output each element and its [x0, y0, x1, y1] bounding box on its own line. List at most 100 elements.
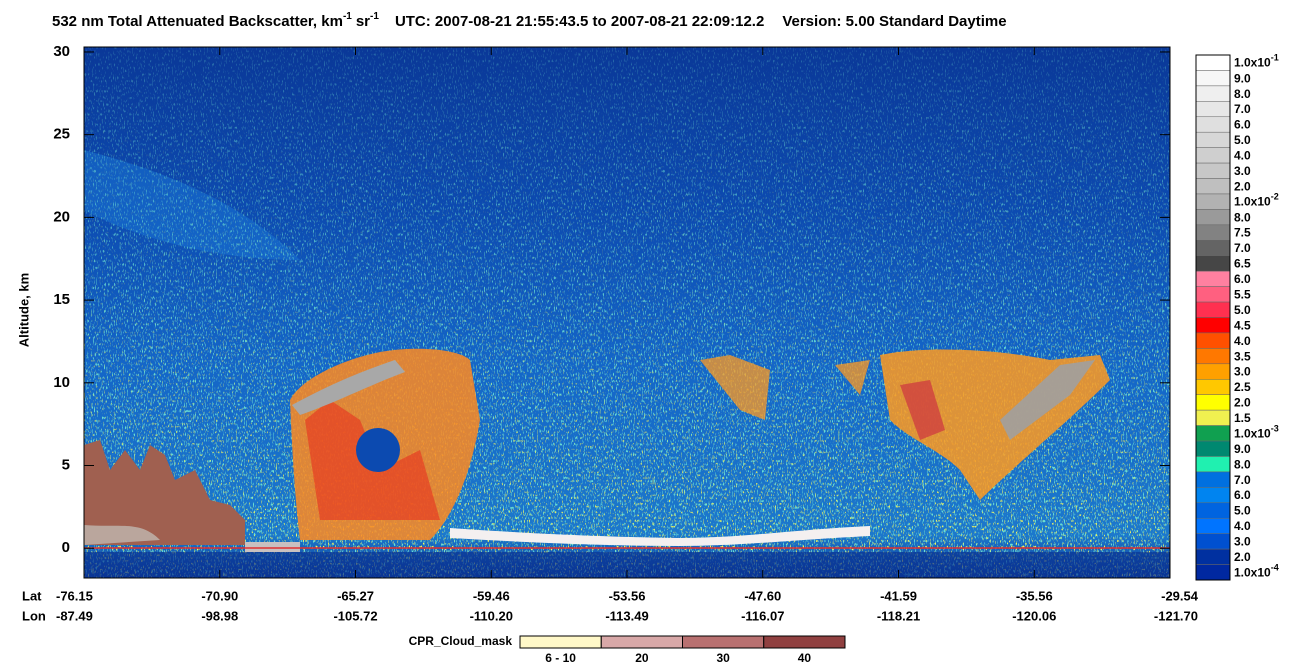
title-exp: -1: [370, 11, 379, 22]
colorbar-swatch: [1195, 363, 1231, 380]
colorbar-label: 1.5: [1234, 411, 1251, 425]
colorbar-swatch: [1195, 178, 1231, 195]
colorbar-label-base: 1.0x10: [1234, 195, 1271, 209]
colorbar-label: 3.0: [1234, 365, 1251, 379]
colorbar-swatch: [1195, 471, 1231, 488]
colorbar-swatch: [1195, 394, 1231, 411]
lat-value: -47.60: [744, 588, 781, 603]
cpr-legend-title: CPR_Cloud_mask: [409, 634, 513, 648]
colorbar-label: 1.0x10-2: [1234, 192, 1279, 209]
cloud: [700, 355, 870, 420]
colorbar-label-exp: -3: [1271, 424, 1279, 434]
colorbar-swatch: [1195, 224, 1231, 241]
cpr-bin-label: 40: [798, 651, 812, 665]
y-tick-label: 5: [62, 456, 70, 473]
lon-value: -120.06: [1012, 608, 1056, 623]
colorbar-label-base: 1.0x10: [1234, 56, 1271, 70]
lon-value: -110.20: [470, 608, 513, 623]
cpr-swatch: [682, 635, 765, 649]
cpr-bin-label: 20: [635, 651, 649, 665]
colorbar-label: 4.0: [1234, 334, 1251, 348]
y-tick-label: 0: [62, 539, 70, 556]
cpr-legend: CPR_Cloud_mask 6 - 10 20 30 40: [409, 634, 846, 665]
cpr-cloud: [84, 440, 245, 545]
colorbar-label: 2.5: [1234, 380, 1251, 394]
colorbar-label: 2.0: [1234, 396, 1251, 410]
lon-value: -98.98: [201, 608, 238, 623]
colorbar-label: 5.0: [1234, 133, 1251, 147]
colorbar-swatch: [1195, 162, 1231, 179]
colorbar-swatch: [1195, 317, 1231, 334]
lat-value: -59.46: [473, 588, 510, 603]
y-tick-label: 15: [53, 291, 70, 308]
colorbar-swatch: [1195, 487, 1231, 504]
colorbar-swatch: [1195, 409, 1231, 426]
y-tick-label: 25: [53, 126, 70, 143]
colorbar-label: 5.5: [1234, 288, 1251, 302]
colorbar-label: 3.0: [1234, 164, 1251, 178]
colorbar-swatch: [1195, 101, 1231, 118]
colorbar-label: 9.0: [1234, 71, 1251, 85]
lon-value: -113.49: [605, 608, 648, 623]
colorbar-label: 6.5: [1234, 257, 1251, 271]
colorbar-label: 4.0: [1234, 519, 1251, 533]
cloud-gap: [356, 428, 400, 472]
colorbar-label: 1.0x10-4: [1234, 563, 1279, 580]
lat-value: -70.90: [201, 588, 238, 603]
y-tick-label: 30: [53, 43, 70, 60]
title-utc: UTC: 2007-08-21 21:55:43.5 to 2007-08-21…: [395, 13, 764, 30]
noise-speckle: [84, 47, 1170, 578]
colorbar-label: 7.5: [1234, 226, 1251, 240]
colorbar-label: 7.0: [1234, 241, 1251, 255]
colorbar-swatch: [1195, 517, 1231, 534]
colorbar-swatch: [1195, 440, 1231, 457]
title-exp: -1: [343, 11, 352, 22]
colorbar-label: 8.0: [1234, 87, 1251, 101]
lat-label: Lat: [22, 588, 42, 603]
colorbar-swatch: [1195, 240, 1231, 256]
lat-value: -76.15: [56, 588, 93, 603]
colorbar-label: 7.0: [1234, 473, 1251, 487]
y-tick-label: 20: [53, 208, 70, 225]
colorbar-swatch: [1195, 131, 1231, 148]
cloud-core: [900, 380, 945, 440]
colorbar-swatch: [1195, 85, 1231, 102]
colorbar-swatch: [1195, 255, 1231, 272]
colorbar-swatch: [1195, 332, 1231, 349]
lon-value: -118.21: [877, 608, 920, 623]
surface-return: [245, 542, 300, 552]
cpr-swatch: [763, 635, 846, 649]
colorbar: 1.0x10-19.08.07.06.05.04.03.02.01.0x10-2…: [1195, 53, 1279, 581]
colorbar-label: 4.0: [1234, 149, 1251, 163]
cpr-bin-label: 30: [716, 651, 730, 665]
colorbar-label: 4.5: [1234, 318, 1251, 332]
lon-value: -116.07: [741, 608, 784, 623]
colorbar-swatch: [1195, 456, 1231, 473]
colorbar-swatch: [1195, 564, 1231, 581]
colorbar-swatch: [1195, 147, 1231, 164]
colorbar-label: 6.0: [1234, 272, 1251, 286]
colorbar-swatch: [1195, 502, 1231, 519]
colorbar-swatch: [1195, 209, 1231, 226]
colorbar-label: 1.0x10-3: [1234, 424, 1279, 441]
lon-value: -121.70: [1154, 608, 1198, 623]
colorbar-label: 7.0: [1234, 102, 1251, 116]
colorbar-swatch: [1195, 270, 1231, 287]
colorbar-swatch: [1195, 425, 1231, 442]
colorbar-label: 8.0: [1234, 210, 1251, 224]
cpr-swatch: [519, 635, 602, 649]
colorbar-swatch: [1195, 301, 1231, 318]
colorbar-label-exp: -1: [1271, 53, 1279, 63]
colorbar-label: 2.0: [1234, 550, 1251, 564]
colorbar-frame: [1195, 54, 1231, 581]
colorbar-label: 1.0x10-1: [1234, 53, 1279, 70]
colorbar-label-exp: -2: [1271, 192, 1279, 202]
lon-value: -105.72: [333, 608, 377, 623]
colorbar-label: 2.0: [1234, 179, 1251, 193]
backscatter-image: [84, 47, 1170, 578]
colorbar-label: 6.0: [1234, 488, 1251, 502]
axes: [83, 47, 1171, 578]
colorbar-label: 8.0: [1234, 457, 1251, 471]
cpr-bin-label: 6 - 10: [545, 651, 576, 665]
